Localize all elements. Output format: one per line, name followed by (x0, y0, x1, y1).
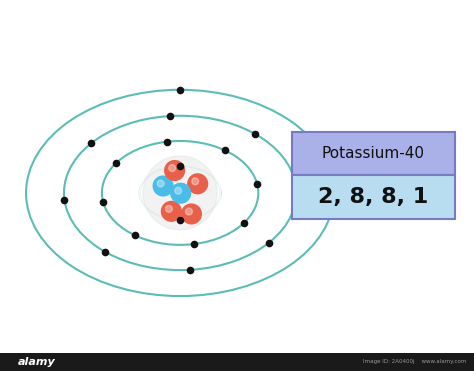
Circle shape (192, 178, 199, 185)
Circle shape (157, 180, 164, 187)
Text: Image ID: 2A0400j    www.alamy.com: Image ID: 2A0400j www.alamy.com (363, 359, 466, 364)
Circle shape (188, 174, 208, 194)
Circle shape (182, 204, 201, 224)
Text: Potassium-40: Potassium-40 (322, 146, 425, 161)
Text: alamy: alamy (18, 357, 56, 367)
Circle shape (139, 152, 221, 233)
Circle shape (143, 156, 217, 230)
Bar (0, 353, 474, 371)
Circle shape (185, 208, 192, 215)
Circle shape (169, 165, 176, 171)
Circle shape (162, 201, 181, 221)
Circle shape (165, 206, 173, 212)
Circle shape (153, 176, 173, 196)
Text: 2, 8, 8, 1: 2, 8, 8, 1 (318, 187, 428, 207)
Circle shape (175, 187, 182, 194)
Circle shape (171, 183, 191, 203)
Bar (292, 175, 455, 219)
Circle shape (165, 161, 184, 180)
Bar (292, 132, 455, 175)
